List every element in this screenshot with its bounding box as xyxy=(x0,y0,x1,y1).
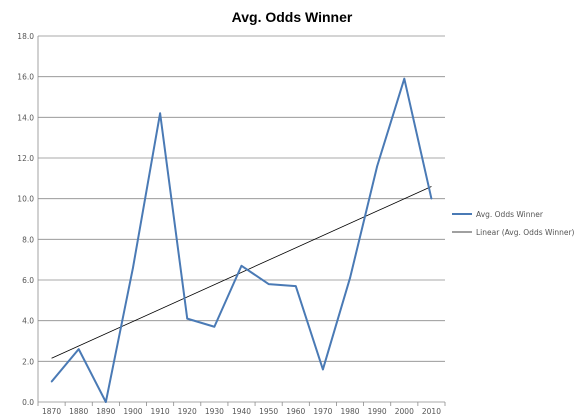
grid-lines xyxy=(38,35,445,362)
data-point xyxy=(376,165,378,167)
data-point xyxy=(403,77,406,80)
y-tick-label: 10.0 xyxy=(17,195,34,204)
chart-title: Avg. Odds Winner xyxy=(232,9,353,25)
y-tick-label: 4.0 xyxy=(22,317,34,326)
series-layer xyxy=(50,77,433,403)
series-line xyxy=(50,77,433,403)
x-tick-label: 1990 xyxy=(368,407,387,416)
x-tick-label: 1950 xyxy=(259,407,278,416)
data-point xyxy=(105,401,107,403)
data-point xyxy=(186,317,189,320)
x-tick-label: 1890 xyxy=(96,407,115,416)
x-axis-tick-labels: 1870 1880 1890 1900 1910 1920 1930 1940 1950 1960… xyxy=(42,407,441,416)
data-point xyxy=(349,277,351,279)
data-point xyxy=(50,380,53,383)
data-point xyxy=(267,283,270,285)
data-point xyxy=(240,264,243,267)
x-tick-label: 2010 xyxy=(422,407,441,416)
x-tick-label: 1960 xyxy=(286,407,305,416)
data-point xyxy=(322,368,324,371)
x-tick-label: 1920 xyxy=(178,407,197,416)
legend-label-trendline: Linear (Avg. Odds Winner) xyxy=(476,228,575,237)
x-tick-label: 1880 xyxy=(69,407,88,416)
x-tick-label: 1900 xyxy=(123,407,142,416)
x-tick-label: 1870 xyxy=(42,407,61,416)
trendline-layer xyxy=(51,186,432,359)
y-axis-tick-labels: 0.0 2.0 4.0 6.0 8.0 10.0 12.0 14.0 16.0 18.0 xyxy=(17,32,34,407)
y-tick-label: 6.0 xyxy=(22,276,34,285)
y-tick-label: 0.0 xyxy=(22,398,34,407)
data-point xyxy=(77,348,80,350)
data-point xyxy=(213,325,216,328)
legend: Avg. Odds Winner Linear (Avg. Odds Winner… xyxy=(452,210,575,237)
x-tick-label: 2000 xyxy=(395,407,414,416)
y-tick-label: 12.0 xyxy=(17,154,34,163)
x-tick-label: 1930 xyxy=(205,407,224,416)
data-point xyxy=(132,267,134,269)
y-tick-label: 16.0 xyxy=(17,73,34,82)
y-tick-label: 8.0 xyxy=(22,235,34,244)
trendline xyxy=(51,186,432,359)
axes xyxy=(37,36,446,406)
data-point xyxy=(430,197,433,200)
x-tick-label: 1980 xyxy=(340,407,359,416)
x-tick-label: 1970 xyxy=(313,407,332,416)
y-tick-label: 14.0 xyxy=(17,113,34,122)
x-tick-label: 1910 xyxy=(151,407,170,416)
data-point xyxy=(159,112,161,115)
y-tick-label: 2.0 xyxy=(22,357,34,366)
data-point xyxy=(294,285,297,287)
x-tick-label: 1940 xyxy=(232,407,251,416)
y-tick-label: 18.0 xyxy=(17,32,34,41)
legend-label-series: Avg. Odds Winner xyxy=(476,210,544,219)
